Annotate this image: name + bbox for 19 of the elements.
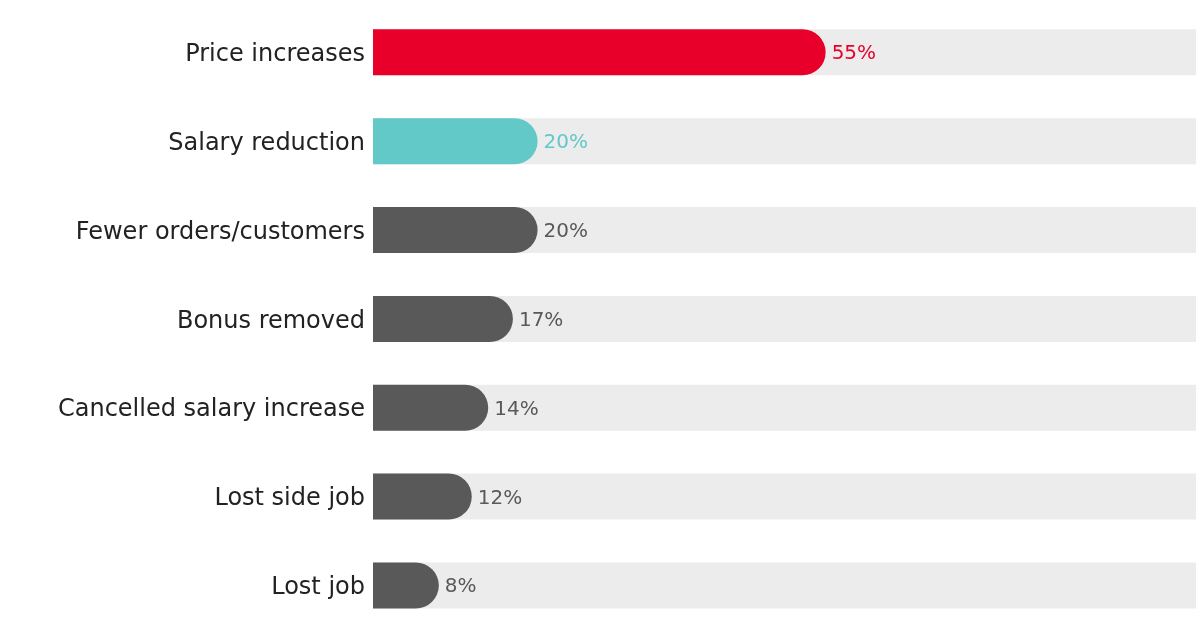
data-label: 20% — [543, 218, 589, 243]
y-tick-label: Lost side job — [214, 483, 365, 512]
data-label: 12% — [477, 484, 523, 509]
bar — [373, 384, 489, 431]
bar — [373, 118, 538, 165]
data-label: 20% — [543, 129, 589, 154]
data-label: 8% — [444, 573, 477, 598]
bar — [373, 295, 513, 342]
y-tick-label: Cancelled salary increase — [57, 394, 365, 423]
bar — [373, 207, 538, 254]
data-label: 14% — [494, 395, 539, 420]
y-tick-label: Price increases — [185, 38, 365, 67]
y-tick-label: Bonus removed — [176, 305, 365, 334]
y-tick-label: Salary reduction — [168, 127, 365, 156]
bar — [373, 473, 472, 520]
data-label: 17% — [518, 306, 564, 331]
data-label: 55% — [831, 40, 877, 65]
y-tick-label: Fewer orders/customers — [75, 216, 365, 245]
y-tick-label: Lost job — [271, 572, 365, 601]
